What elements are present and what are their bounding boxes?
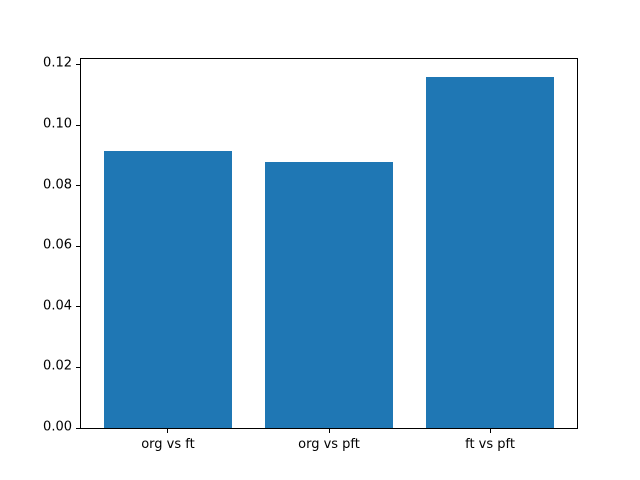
y-tick-label: 0.10 [43, 116, 72, 132]
y-tick-label: 0.02 [43, 358, 72, 374]
x-tick-mark [167, 429, 169, 433]
y-tick-mark [76, 63, 80, 65]
x-tick-mark [489, 429, 491, 433]
x-tick-label: org vs ft [141, 437, 195, 452]
bar [264, 162, 394, 428]
y-tick-mark [76, 185, 80, 187]
y-tick-mark [76, 306, 80, 308]
y-tick-mark [76, 124, 80, 126]
bar [103, 150, 233, 428]
y-tick-mark [76, 427, 80, 429]
y-tick-mark [76, 366, 80, 368]
y-tick-label: 0.12 [43, 55, 72, 71]
x-tick-label: ft vs pft [465, 437, 515, 452]
x-tick-label: org vs pft [298, 437, 360, 452]
plot-area: org vs ft org vs pft ft vs pft [76, 58, 578, 452]
y-tick-label: 0.08 [43, 177, 72, 193]
bar [425, 77, 555, 428]
y-tick-label: 0.00 [43, 419, 72, 435]
x-tick-mark [328, 429, 330, 433]
y-tick-label: 0.04 [43, 298, 72, 314]
y-tick-label: 0.06 [43, 237, 72, 253]
y-tick-mark [76, 245, 80, 247]
